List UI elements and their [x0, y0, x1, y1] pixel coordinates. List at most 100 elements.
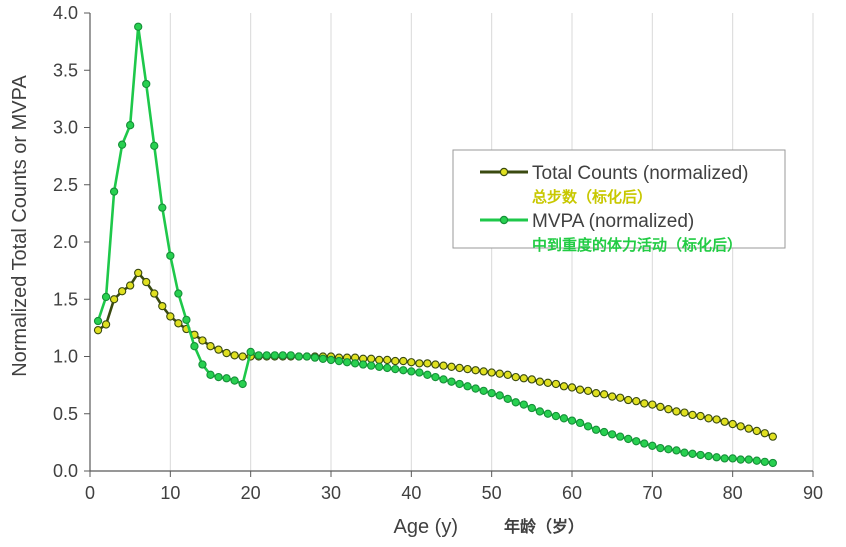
data-point-total-counts-67 — [624, 395, 633, 405]
data-point-mvpa-12 — [182, 315, 191, 325]
data-point-total-counts-14 — [198, 336, 207, 345]
data-point-mvpa-28 — [310, 353, 320, 362]
data-point-total-counts-60 — [567, 383, 577, 392]
data-point-total-counts-58 — [551, 379, 561, 389]
data-point-total-counts-15 — [206, 342, 215, 351]
data-point-total-counts-17 — [222, 348, 231, 358]
data-point-total-counts-59 — [559, 382, 569, 391]
data-point-mvpa-9 — [158, 203, 167, 212]
data-point-total-counts-70 — [648, 400, 657, 409]
data-point-mvpa-25 — [286, 351, 295, 360]
data-point-mvpa-75 — [688, 449, 697, 458]
data-point-mvpa-71 — [656, 443, 665, 453]
data-point-total-counts-2 — [101, 320, 111, 329]
data-point-mvpa-54 — [519, 400, 528, 409]
data-point-mvpa-52 — [503, 394, 512, 404]
data-point-mvpa-21 — [254, 351, 263, 360]
data-point-total-counts-50 — [487, 368, 496, 377]
data-point-mvpa-83 — [752, 456, 761, 465]
data-point-total-counts-53 — [511, 372, 520, 382]
y-tick-label-2.5: 2.5 — [53, 175, 78, 195]
data-point-total-counts-36 — [375, 355, 384, 365]
data-point-mvpa-20 — [246, 347, 255, 357]
legend-box — [452, 149, 786, 249]
data-point-total-counts-66 — [616, 393, 625, 402]
data-point-mvpa-14 — [198, 360, 207, 369]
x-tick-label-30: 30 — [321, 483, 341, 503]
data-point-total-counts-44 — [439, 361, 448, 370]
data-point-total-counts-9 — [158, 301, 167, 311]
data-point-total-counts-3 — [109, 295, 119, 304]
data-point-mvpa-60 — [567, 416, 577, 425]
data-point-mvpa-10 — [166, 251, 175, 260]
data-point-mvpa-50 — [487, 388, 496, 398]
data-point-total-counts-1 — [93, 326, 103, 335]
data-point-mvpa-2 — [101, 292, 111, 302]
data-point-mvpa-39 — [399, 366, 408, 375]
data-point-mvpa-79 — [720, 454, 729, 463]
data-point-total-counts-48 — [471, 366, 480, 375]
x-tick-label-80: 80 — [723, 483, 743, 503]
data-point-total-counts-73 — [672, 407, 681, 416]
data-point-mvpa-45 — [447, 377, 456, 386]
data-point-total-counts-54 — [519, 374, 528, 383]
data-point-total-counts-37 — [383, 355, 392, 365]
data-point-total-counts-82 — [744, 424, 753, 433]
data-point-total-counts-74 — [680, 408, 689, 417]
data-point-total-counts-81 — [736, 422, 745, 431]
data-point-mvpa-70 — [648, 441, 657, 450]
data-point-total-counts-83 — [752, 426, 761, 436]
data-point-mvpa-26 — [294, 352, 304, 361]
series-total-counts — [93, 268, 777, 441]
data-point-mvpa-5 — [126, 121, 135, 130]
data-point-total-counts-78 — [712, 415, 721, 424]
data-point-total-counts-77 — [704, 414, 713, 423]
data-point-total-counts-72 — [664, 405, 673, 414]
data-point-mvpa-23 — [270, 351, 279, 360]
data-point-total-counts-43 — [431, 360, 440, 369]
data-point-total-counts-79 — [720, 417, 729, 426]
data-point-total-counts-52 — [503, 370, 512, 379]
data-point-total-counts-38 — [391, 356, 400, 366]
data-point-mvpa-84 — [760, 457, 769, 466]
data-point-total-counts-76 — [696, 411, 705, 421]
legend-marker-mvpa — [499, 215, 509, 225]
x-tick-label-20: 20 — [241, 483, 261, 503]
data-point-mvpa-30 — [326, 355, 336, 365]
data-point-mvpa-15 — [206, 370, 215, 379]
data-point-mvpa-76 — [696, 450, 705, 460]
y-tick-label-1.0: 1.0 — [53, 347, 78, 367]
data-point-mvpa-32 — [342, 358, 352, 367]
data-point-total-counts-51 — [495, 369, 504, 378]
data-point-mvpa-57 — [543, 409, 553, 418]
data-point-total-counts-7 — [142, 277, 151, 287]
data-point-mvpa-3 — [109, 187, 119, 196]
data-point-mvpa-80 — [728, 454, 737, 463]
data-point-mvpa-56 — [535, 407, 545, 416]
data-point-total-counts-63 — [591, 388, 601, 398]
data-point-mvpa-62 — [583, 422, 593, 431]
data-point-mvpa-1 — [93, 316, 103, 326]
data-point-mvpa-17 — [222, 374, 231, 383]
data-point-mvpa-41 — [415, 368, 424, 377]
y-tick-label-3.0: 3.0 — [53, 118, 78, 138]
data-point-mvpa-43 — [431, 372, 440, 382]
y-tick-label-1.5: 1.5 — [53, 289, 78, 309]
data-point-total-counts-75 — [688, 410, 697, 420]
data-point-mvpa-64 — [599, 427, 609, 437]
data-point-total-counts-16 — [214, 345, 223, 354]
data-point-mvpa-66 — [616, 432, 625, 441]
data-point-mvpa-24 — [278, 351, 287, 360]
data-point-mvpa-74 — [680, 448, 689, 457]
data-point-mvpa-6 — [134, 22, 143, 31]
data-point-mvpa-81 — [736, 455, 745, 464]
data-point-total-counts-57 — [543, 378, 553, 387]
data-point-mvpa-48 — [471, 384, 480, 393]
axes — [84, 12, 814, 477]
x-axis-label: Age (y) — [394, 516, 458, 538]
data-point-mvpa-4 — [117, 140, 127, 149]
data-point-mvpa-51 — [495, 391, 504, 400]
y-tick-label-0.0: 0.0 — [53, 461, 78, 481]
data-point-mvpa-7 — [142, 79, 151, 89]
data-point-mvpa-61 — [575, 418, 585, 428]
